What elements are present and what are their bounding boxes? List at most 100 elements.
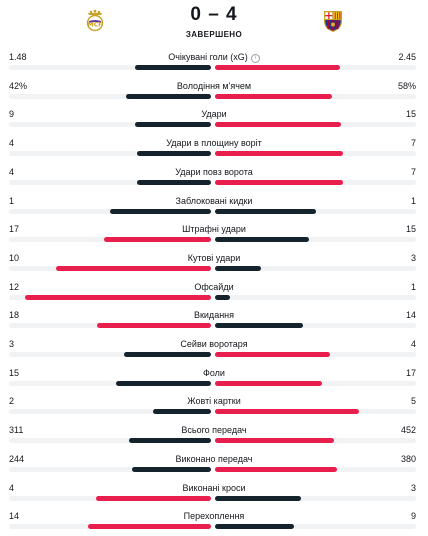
away-stat-value: 15	[405, 224, 416, 235]
stat-label-text: Очікувані голи (xG)	[168, 52, 248, 62]
stat-label-text: Сейви воротаря	[180, 339, 248, 349]
stat-label-text: Заблоковані кидки	[175, 195, 253, 206]
home-bar-fill	[153, 409, 211, 415]
home-bar-track	[9, 323, 211, 329]
away-stat-value: 1	[410, 195, 416, 206]
stat-label: Виконані кроси	[0, 483, 428, 493]
home-bar-fill	[87, 524, 211, 530]
stat-label-text: Виконані кроси	[182, 482, 246, 493]
stat-row: 4 Удари в площину воріт 7	[0, 134, 428, 163]
info-icon[interactable]: i	[250, 54, 260, 63]
stat-label: Заблоковані кидки	[0, 196, 428, 206]
home-stat-value: 311	[9, 425, 24, 436]
home-bar-fill	[55, 265, 211, 271]
away-bar-fill	[215, 380, 322, 386]
away-bar-fill	[215, 151, 343, 157]
home-bar-track	[9, 294, 211, 300]
away-bar-fill	[215, 466, 338, 472]
stat-label-text: Штрафні удари	[182, 224, 246, 235]
svg-text:MCF: MCF	[88, 22, 102, 29]
stat-label: Очікувані голи (xG) i	[0, 52, 428, 63]
stat-row: 1 Заблоковані кидки 1	[0, 192, 428, 221]
stat-row: 9 Удари 15	[0, 105, 428, 134]
away-bar-fill	[215, 208, 316, 214]
stat-label-text: Удари повз ворота	[175, 166, 253, 177]
away-stat-value: 14	[405, 310, 416, 321]
home-bar-fill	[137, 151, 211, 157]
stat-label: Фоли	[0, 368, 428, 378]
home-stat-value: 14	[9, 511, 20, 522]
away-bar-fill	[215, 323, 303, 329]
away-bar-track	[215, 65, 416, 70]
home-bar-fill	[126, 93, 211, 99]
away-bar-fill	[215, 265, 262, 271]
away-stat-value: 452	[400, 425, 416, 436]
home-bar-fill	[95, 495, 211, 501]
stat-label: Удари повз ворота	[0, 167, 428, 177]
home-bar-fill	[132, 466, 211, 472]
stat-label-text: Фоли	[203, 367, 225, 378]
match-header: MCF 0 – 4 ЗАВЕРШЕНО	[0, 0, 428, 42]
stat-row: 244 Виконано передач 380	[0, 450, 428, 479]
away-bar-track	[215, 438, 416, 444]
home-bar-track	[9, 352, 211, 357]
home-stat-value: 42%	[9, 80, 28, 91]
away-bar-track	[215, 380, 416, 386]
away-stat-value: 17	[405, 367, 416, 378]
stat-label-text: Офсайди	[194, 281, 234, 292]
home-stat-value: 15	[9, 367, 20, 378]
stat-row: 10 Кутові удари 3	[0, 249, 428, 278]
stat-label: Жовті картки	[0, 396, 428, 406]
away-bar-track	[215, 179, 416, 185]
home-stat-value: 1	[9, 195, 15, 206]
away-stat-value: 5	[410, 396, 416, 407]
away-stat-value: 1	[410, 281, 416, 292]
home-bar-track	[9, 93, 211, 99]
away-bar-track	[215, 151, 416, 157]
stat-label-text: Володіння м'ячем	[176, 80, 252, 91]
home-bar-track	[9, 179, 211, 185]
stat-label-text: Удари в площину воріт	[166, 138, 262, 149]
away-bar-fill	[215, 93, 332, 99]
away-bar-track	[215, 352, 416, 357]
away-bar-fill	[215, 179, 343, 185]
away-stat-value: 2.45	[398, 52, 416, 62]
away-bar-fill	[215, 524, 294, 530]
stat-row: 3 Сейви воротаря 4	[0, 335, 428, 364]
stat-row: 42% Володіння м'ячем 58%	[0, 77, 428, 106]
home-stat-value: 244	[9, 453, 25, 464]
away-stat-value: 7	[410, 138, 416, 149]
away-bar-track	[215, 524, 416, 530]
home-bar-track	[9, 495, 211, 501]
home-bar-track	[9, 265, 211, 271]
away-bar-fill	[215, 65, 341, 70]
home-bar-track	[9, 438, 211, 444]
home-bar-track	[9, 380, 211, 386]
away-stat-value: 380	[400, 453, 416, 464]
stat-row: 2 Жовті картки 5	[0, 392, 428, 421]
real-madrid-crest-icon[interactable]: MCF	[84, 9, 106, 33]
stat-label: Всього передач	[0, 425, 428, 435]
away-bar-track	[215, 294, 416, 300]
away-bar-track	[215, 466, 416, 472]
stat-label-text: Всього передач	[181, 425, 247, 436]
home-stat-value: 2	[9, 396, 15, 407]
stat-row: 18 Вкидання 14	[0, 306, 428, 335]
away-bar-fill	[215, 122, 341, 128]
away-bar-track	[215, 495, 416, 501]
away-bar-fill	[215, 294, 231, 300]
home-stat-value: 10	[9, 252, 20, 263]
home-bar-fill	[134, 65, 211, 70]
home-stat-value: 12	[9, 281, 20, 292]
stat-label-text: Жовті картки	[187, 396, 241, 407]
home-bar-fill	[124, 352, 211, 357]
barcelona-crest-icon[interactable]	[322, 9, 344, 33]
home-bar-track	[9, 409, 211, 415]
stat-label: Кутові удари	[0, 253, 428, 263]
home-bar-fill	[24, 294, 211, 300]
away-stat-value: 4	[410, 339, 416, 349]
stat-label: Удари	[0, 109, 428, 119]
away-bar-track	[215, 323, 416, 329]
stat-label: Вкидання	[0, 310, 428, 320]
match-score: 0 – 4	[190, 4, 238, 25]
